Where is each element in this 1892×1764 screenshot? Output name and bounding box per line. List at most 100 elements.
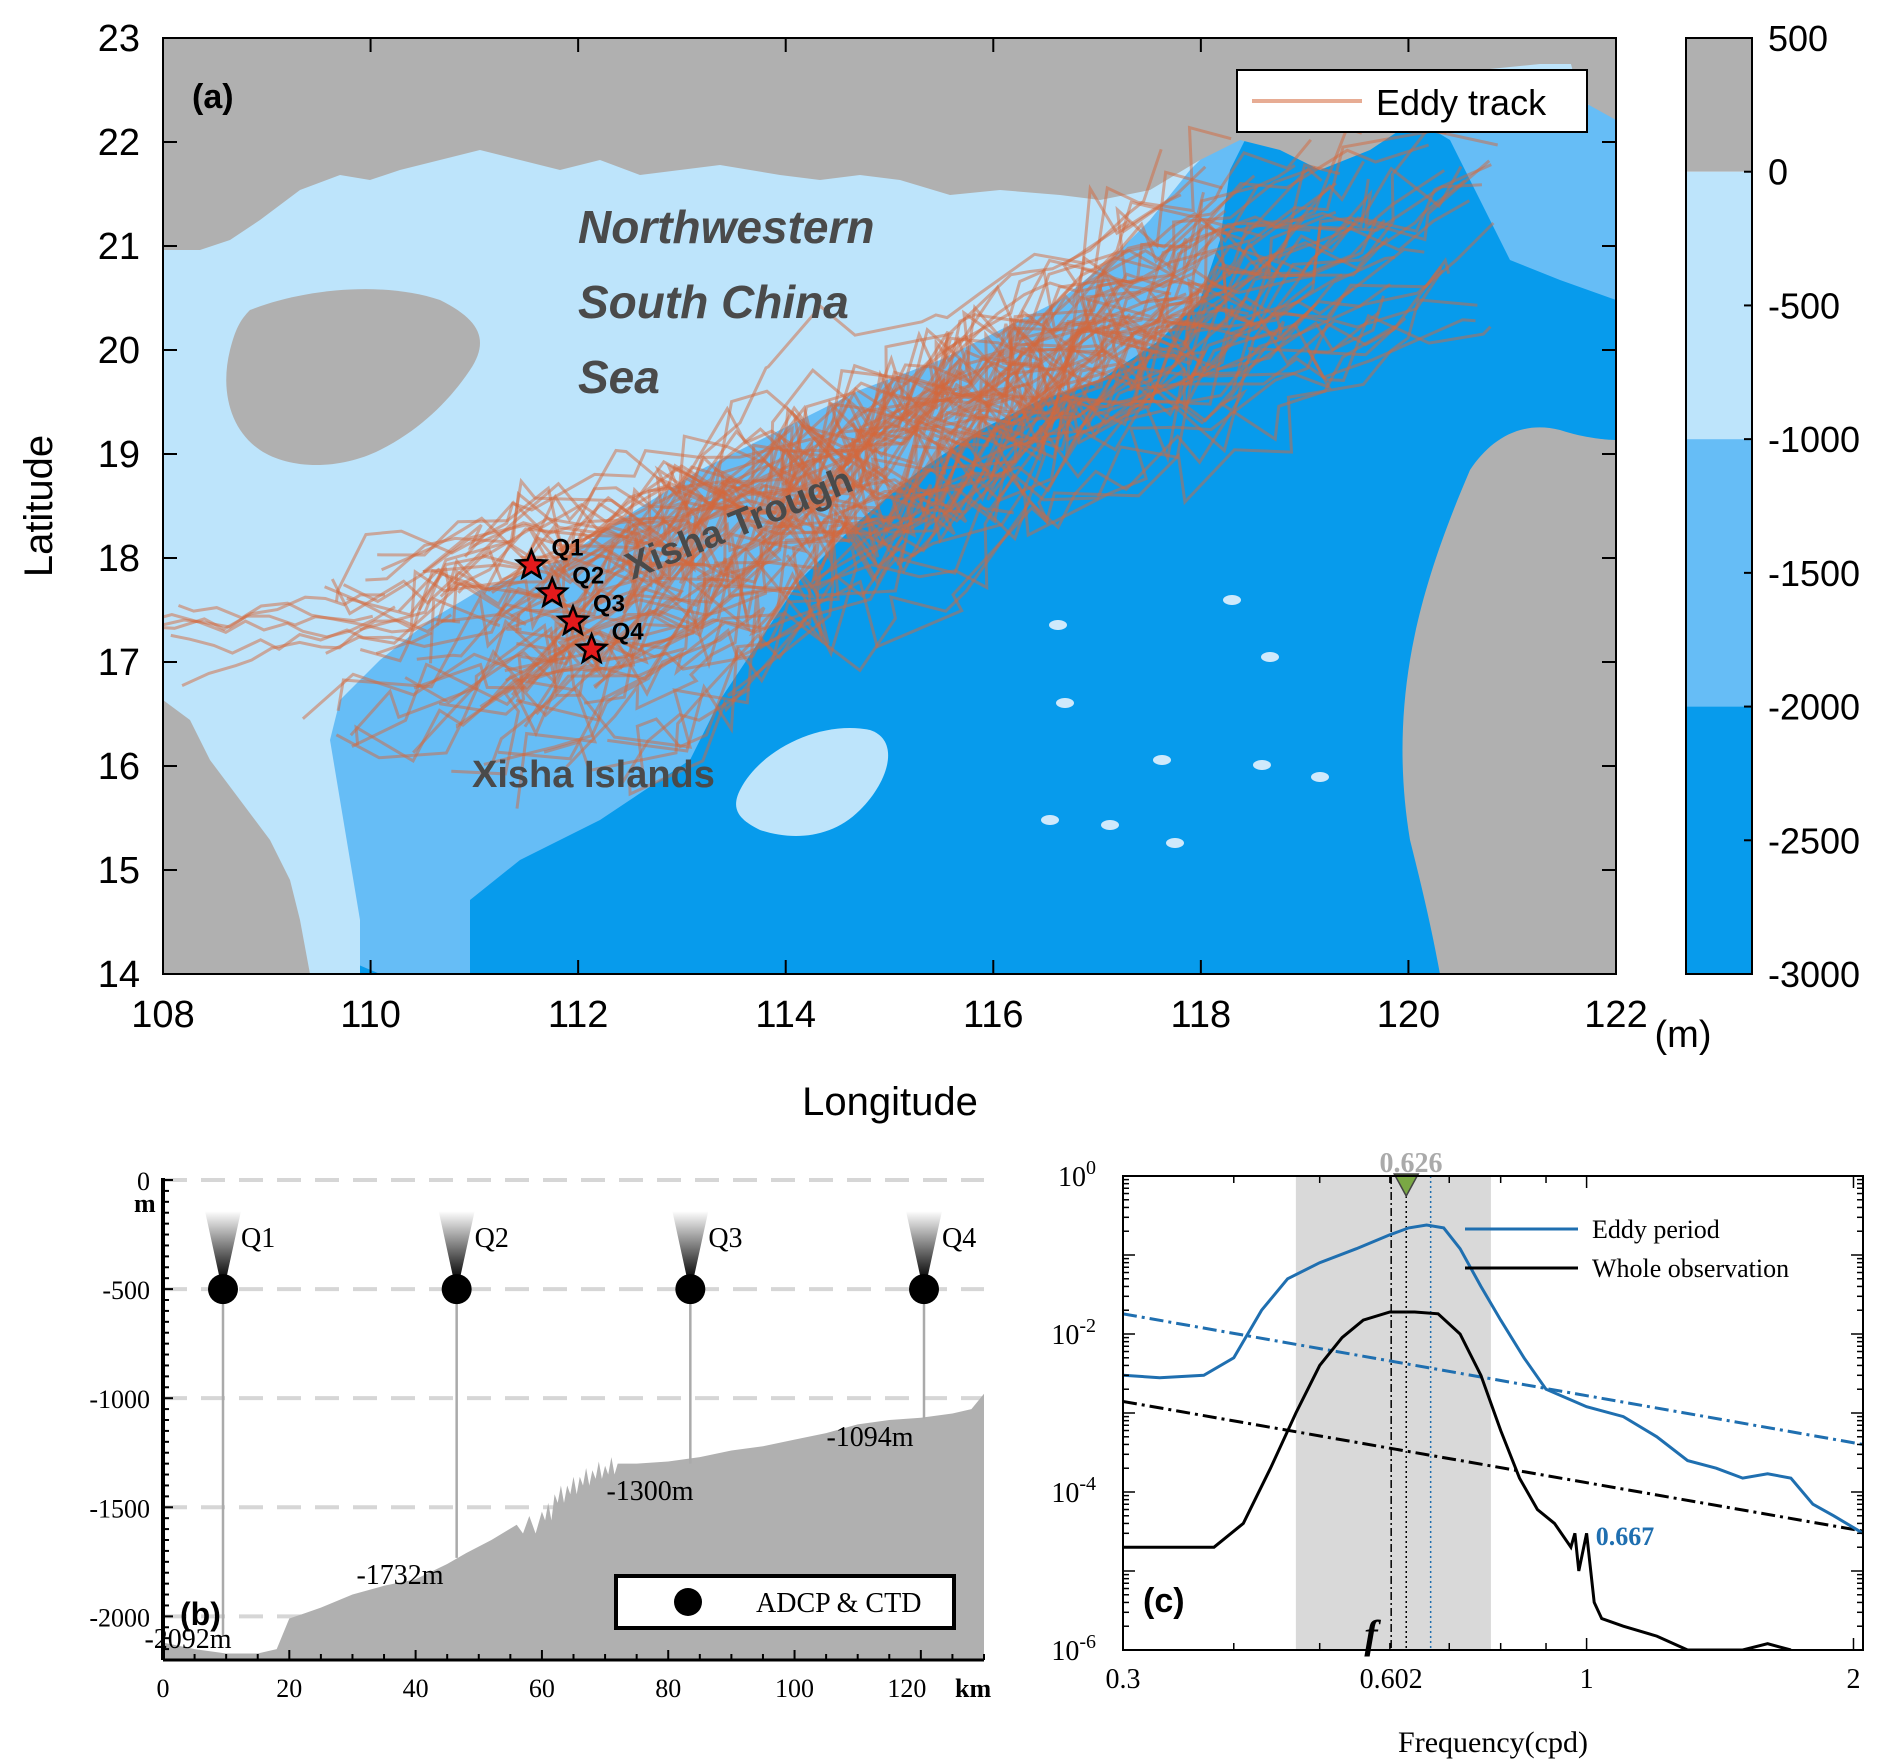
spectrum-xlabel: Frequency(cpd) (1398, 1726, 1588, 1759)
colorbar-segment (1686, 171, 1752, 440)
eddy-track (170, 628, 433, 655)
eddy-tracks (163, 125, 1499, 809)
section-legend-box (614, 1574, 956, 1630)
map-xtick-label: 118 (1171, 994, 1232, 1036)
station-star (574, 631, 610, 665)
map-ytick-label: 14 (98, 954, 140, 996)
section-legend-label: ADCP & CTD (756, 1588, 921, 1619)
eddy-track (354, 253, 1274, 763)
reef (1223, 595, 1241, 605)
reef (1041, 815, 1059, 825)
legend-whole-label: Whole observation (1592, 1254, 1789, 1283)
mooring-dot (909, 1274, 940, 1305)
section-xtick-label: 40 (403, 1674, 429, 1703)
region-label: Northwestern South China Sea (578, 201, 874, 403)
reef (1311, 772, 1329, 782)
map-legend: Eddy track (1236, 69, 1588, 133)
f-marker-label: f (1364, 1612, 1381, 1657)
mooring-beam (906, 1211, 943, 1276)
spectrum-xtick-label: 1 (1580, 1664, 1594, 1695)
colorbar-tick-label: 500 (1768, 18, 1828, 59)
section-xtick-label: 0 (157, 1674, 170, 1703)
spectrum-clip (1123, 1176, 1863, 1650)
mooring-dot (675, 1274, 706, 1305)
colorbar-tick-label: -1000 (1768, 419, 1860, 460)
reference-line (1123, 1312, 1863, 1446)
eddy-track (526, 178, 1370, 615)
mooring-beam (672, 1211, 709, 1276)
eddy-track (515, 317, 1407, 722)
station-star (513, 546, 549, 581)
colorbar: 500 0 -500 -1000 -1500 -2000 -2500 -3000 (1685, 18, 1860, 995)
panel-b-section: Q1 -2092m Q2 -1732m Q3 -1300m Q4 -1094m 0 -500 -1… (89, 1167, 991, 1703)
mooring-label: Q3 (708, 1223, 742, 1254)
section-xtick-label: 60 (529, 1674, 555, 1703)
eddy-track (435, 283, 1392, 626)
eddy-track (553, 166, 1323, 597)
eddy-track (412, 219, 1386, 754)
panel-a-label: (a) (192, 78, 234, 116)
eddy-track (181, 613, 452, 687)
moorings: Q1 -2092m Q2 -1732m Q3 -1300m Q4 -1094m (144, 1211, 976, 1655)
mooring-depth-label: -1732m (356, 1560, 443, 1591)
eddy-track (515, 303, 1318, 809)
peak-eddy-label: 0.626 (1380, 1148, 1443, 1179)
spectrum-plot (1123, 1173, 1863, 1650)
map-ytick-label: 18 (98, 538, 140, 580)
land-indochina (163, 700, 310, 974)
colorbar-tick-label: -2500 (1768, 820, 1860, 861)
section-ytick-label: -1500 (89, 1494, 150, 1523)
map-xtick-label: 116 (963, 994, 1024, 1036)
eddy-track (422, 219, 1353, 574)
colorbar-tick-label: 0 (1768, 152, 1788, 193)
map-ticks: 108 110 112 114 116 118 120 122 14 15 16 17 18 19 20 21… (98, 18, 1648, 1036)
map-frame (162, 37, 1617, 975)
reef (1049, 620, 1067, 630)
spectrum-ytick-label: 10-4 (1051, 1473, 1096, 1509)
eddy-track (349, 308, 1249, 737)
section-yunit: m (134, 1189, 156, 1218)
colorbar-segment (1686, 38, 1752, 172)
map-ylabel: Latitude (17, 435, 61, 577)
eddy-track (505, 166, 1317, 631)
eddy-track (324, 210, 1337, 631)
section-xunit: km (955, 1674, 991, 1703)
reef (1166, 838, 1184, 848)
map-xtick-label: 120 (1377, 994, 1440, 1036)
mooring-dot (207, 1274, 238, 1305)
eddy-track (335, 221, 1495, 760)
legend-eddy-label: Eddy period (1592, 1215, 1720, 1244)
station-label: Q4 (612, 619, 645, 646)
eddy-track (177, 601, 461, 634)
section-ytick-label: -2000 (89, 1603, 150, 1632)
map-ytick-label: 22 (98, 122, 140, 164)
panel-b-label: (b) (180, 1596, 221, 1632)
shelf-area (163, 38, 1616, 974)
mooring-depth-label: -2092m (144, 1624, 231, 1655)
reef (1253, 760, 1271, 770)
colorbar-tick-label: -500 (1768, 285, 1840, 326)
section-ytick-label: 0 (137, 1167, 150, 1196)
map-xtick-label: 110 (340, 994, 401, 1036)
mooring-depth-label: -1094m (826, 1422, 913, 1453)
panel-a-map: 108 110 112 114 116 118 120 122 14 15 16 17 18 19 20 21… (17, 18, 1860, 1124)
eddy-track (381, 244, 1173, 572)
map-xtick-label: 112 (548, 994, 609, 1036)
map-ytick-label: 21 (98, 226, 140, 268)
map-xtick-label: 114 (755, 994, 816, 1036)
eddy-track (491, 185, 1259, 594)
section-xtick-label: 120 (887, 1674, 926, 1703)
station-star (555, 602, 591, 637)
panel-c-spectrum: 100 10-2 10-4 10-6 0.3 0.602 1 2 (c) Eddy perio… (1051, 1148, 1864, 1759)
spectrum-xtick-label: 2 (1846, 1664, 1860, 1695)
map-xtick-label: 108 (131, 994, 194, 1036)
eddy-track (543, 298, 1478, 773)
reef (1261, 652, 1279, 662)
reference-line (1123, 1399, 1863, 1533)
eddy-track (527, 193, 1182, 683)
eddy-track (505, 269, 1444, 682)
spectrum-series (1123, 1310, 1792, 1650)
colorbar-segment (1686, 706, 1752, 974)
station-label: Q1 (551, 534, 583, 561)
